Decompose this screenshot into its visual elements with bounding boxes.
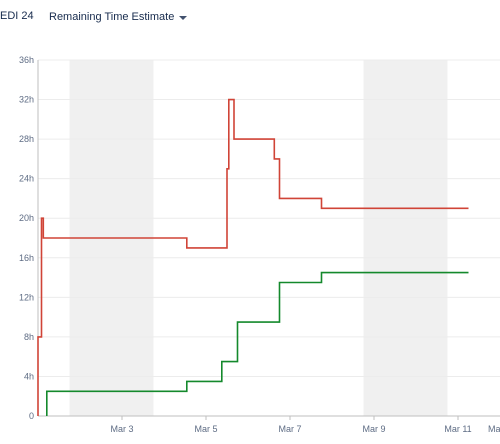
x-tick-label: Mar 7 bbox=[278, 424, 301, 434]
chart-header: EDI 24 Remaining Time Estimate bbox=[0, 0, 500, 36]
metric-dropdown[interactable]: Remaining Time Estimate bbox=[49, 7, 188, 27]
series-lines bbox=[37, 98, 469, 416]
y-tick-label: 16h bbox=[19, 253, 34, 263]
metric-dropdown-label: Remaining Time Estimate bbox=[49, 11, 175, 23]
caret-down-icon bbox=[179, 15, 188, 20]
y-tick-label: 20h bbox=[19, 213, 34, 223]
y-tick-label: 28h bbox=[19, 134, 34, 144]
y-tick-label: 12h bbox=[19, 292, 34, 302]
y-tick-label: 4h bbox=[24, 371, 34, 381]
y-tick-label: 32h bbox=[19, 95, 34, 105]
remaining-line bbox=[37, 98, 469, 416]
y-tick-label: 0 bbox=[29, 411, 34, 421]
x-tick-label: Mar 11 bbox=[444, 424, 471, 434]
x-tick-labels: Mar 3 Mar 5 Mar 7 Mar 9 Mar 11 Mar bbox=[110, 424, 500, 434]
x-tick-label: Mar 9 bbox=[362, 424, 385, 434]
y-tick-label: 24h bbox=[19, 174, 34, 184]
y-tick-labels: 0 4h 8h 12h 16h 20h 24h 28h 32h 36h bbox=[19, 55, 34, 421]
x-tick-label: Mar 3 bbox=[110, 424, 133, 434]
non-working-band bbox=[363, 60, 448, 416]
completed-line bbox=[46, 271, 469, 416]
x-tick-label: Mar 5 bbox=[194, 424, 217, 434]
sprint-name: EDI 24 bbox=[0, 10, 34, 22]
y-tick-label: 36h bbox=[19, 55, 34, 65]
x-tick-label: Mar bbox=[488, 424, 500, 434]
y-tick-label: 8h bbox=[24, 332, 34, 342]
